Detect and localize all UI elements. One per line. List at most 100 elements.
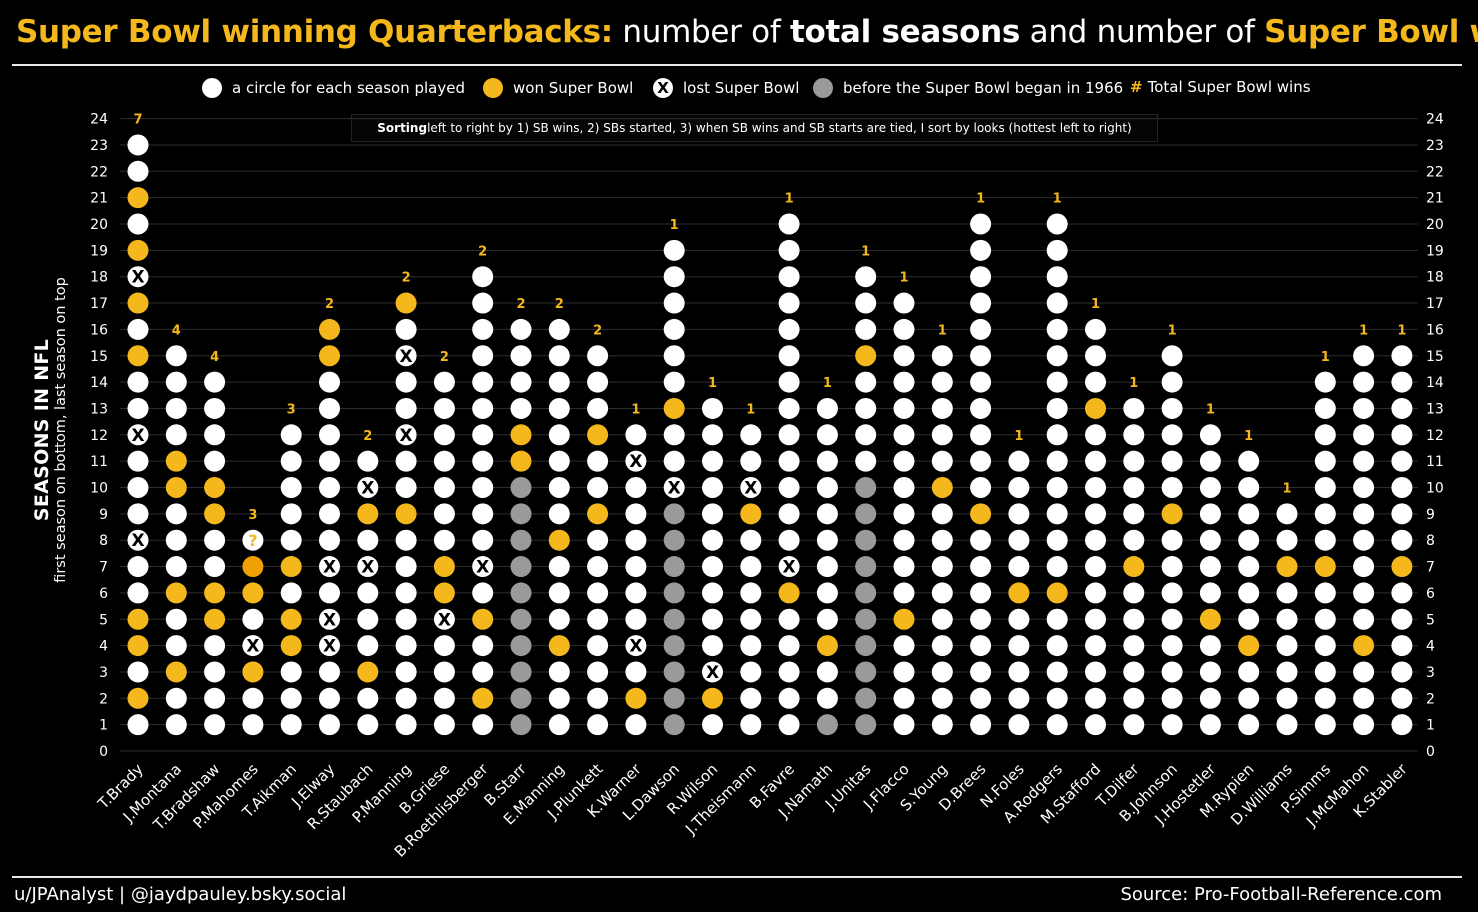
season-circle	[1046, 266, 1068, 288]
season-circle	[625, 529, 647, 551]
y-tick-label-right: 22	[1426, 164, 1444, 180]
season-circle	[1199, 503, 1221, 525]
sb-wins-label: 1	[746, 402, 755, 417]
season-circle	[1353, 503, 1375, 525]
y-tick-label-left: 7	[99, 560, 108, 576]
season-circle	[242, 556, 264, 578]
season-circle	[510, 477, 532, 498]
season-circle	[1314, 477, 1336, 498]
season-circle	[472, 714, 494, 736]
y-tick-label-left: 20	[90, 217, 108, 233]
season-circle	[816, 477, 838, 498]
season-circle	[127, 477, 149, 498]
won-sb-circle	[931, 477, 953, 498]
y-tick-label-right: 1	[1426, 718, 1435, 734]
won-sb-circle	[816, 635, 838, 657]
season-circle	[1353, 714, 1375, 736]
season-circle	[472, 661, 494, 683]
sb-wins-label: 2	[555, 297, 564, 312]
chart-title: Super Bowl winning Quarterbacks: number …	[16, 14, 1478, 50]
season-circle	[1161, 714, 1183, 736]
season-circle	[1314, 635, 1336, 657]
season-circle	[1046, 503, 1068, 525]
season-circle	[510, 556, 532, 578]
season-circle	[1123, 582, 1145, 604]
season-circle	[931, 397, 953, 419]
sb-wins-label: 2	[478, 244, 487, 259]
season-circle	[778, 424, 800, 446]
season-circle	[165, 714, 187, 736]
season-circle	[1123, 397, 1145, 419]
season-circle	[357, 687, 379, 709]
y-tick-label-right: 19	[1426, 243, 1444, 259]
season-circle	[663, 529, 685, 551]
season-circle	[1046, 292, 1068, 314]
season-circle	[1161, 608, 1183, 630]
won-circle-icon	[483, 78, 503, 98]
season-circle	[1391, 582, 1413, 604]
y-tick-label-right: 17	[1426, 296, 1444, 312]
lost-sb-circle	[433, 608, 455, 630]
won-sb-circle	[1353, 635, 1375, 657]
season-circle	[433, 450, 455, 472]
y-tick-label-left: 2	[99, 691, 108, 707]
won-sb-circle	[319, 345, 340, 367]
season-circle	[127, 371, 149, 393]
season-circle	[1199, 424, 1221, 446]
season-circle	[1161, 556, 1183, 578]
lost-sb-circle	[740, 477, 762, 498]
season-circle	[548, 503, 570, 525]
season-circle	[1123, 503, 1145, 525]
won-sb-circle	[625, 687, 647, 709]
won-sb-circle	[357, 661, 379, 683]
y-tick-label-left: 16	[90, 322, 108, 338]
won-sb-circle	[165, 661, 187, 683]
season-circle	[1161, 529, 1183, 551]
legend-pre: before the Super Bowl began in 1966	[813, 78, 1123, 98]
season-circle	[855, 266, 877, 288]
season-circle	[1314, 714, 1336, 736]
season-circle	[357, 582, 379, 604]
season-circle	[319, 582, 340, 604]
season-circle	[740, 687, 762, 709]
y-tick-label-right: 12	[1426, 428, 1444, 444]
season-circle	[1161, 371, 1183, 393]
season-circle	[548, 318, 570, 340]
won-sb-circle	[472, 608, 494, 630]
season-circle	[587, 714, 609, 736]
season-circle	[625, 582, 647, 604]
lost-x-mark: X	[629, 637, 642, 657]
season-circle	[931, 714, 953, 736]
season-circle	[165, 397, 187, 419]
season-circle	[165, 687, 187, 709]
won-sb-circle	[855, 345, 877, 367]
season-circle	[395, 714, 417, 736]
season-circle	[893, 556, 915, 578]
season-circle	[855, 424, 877, 446]
season-circle	[472, 292, 494, 314]
season-circle	[778, 608, 800, 630]
season-circle	[931, 608, 953, 630]
season-circle	[1199, 477, 1221, 498]
season-circle	[1199, 661, 1221, 683]
won-sb-circle	[127, 187, 149, 209]
season-circle	[778, 687, 800, 709]
lost-x-mark: X	[400, 426, 413, 446]
season-circle	[663, 450, 685, 472]
lost-sb-circle	[319, 556, 340, 578]
season-circle	[204, 714, 226, 736]
season-circle	[472, 529, 494, 551]
season-circle	[1085, 503, 1106, 525]
legend-won: won Super Bowl	[483, 78, 633, 98]
lost-x-mark: X	[361, 558, 374, 578]
season-circle	[1085, 424, 1106, 446]
season-circle	[893, 714, 915, 736]
sb-wins-label: 1	[1053, 192, 1062, 207]
sorting-note-bold: Sorting	[377, 121, 428, 135]
y-tick-label-right: 18	[1426, 270, 1444, 286]
season-circle	[433, 371, 455, 393]
y-tick-label-left: 22	[90, 164, 108, 180]
season-circle	[893, 450, 915, 472]
sb-wins-label: 1	[823, 376, 832, 391]
y-tick-label-right: 6	[1426, 586, 1435, 602]
